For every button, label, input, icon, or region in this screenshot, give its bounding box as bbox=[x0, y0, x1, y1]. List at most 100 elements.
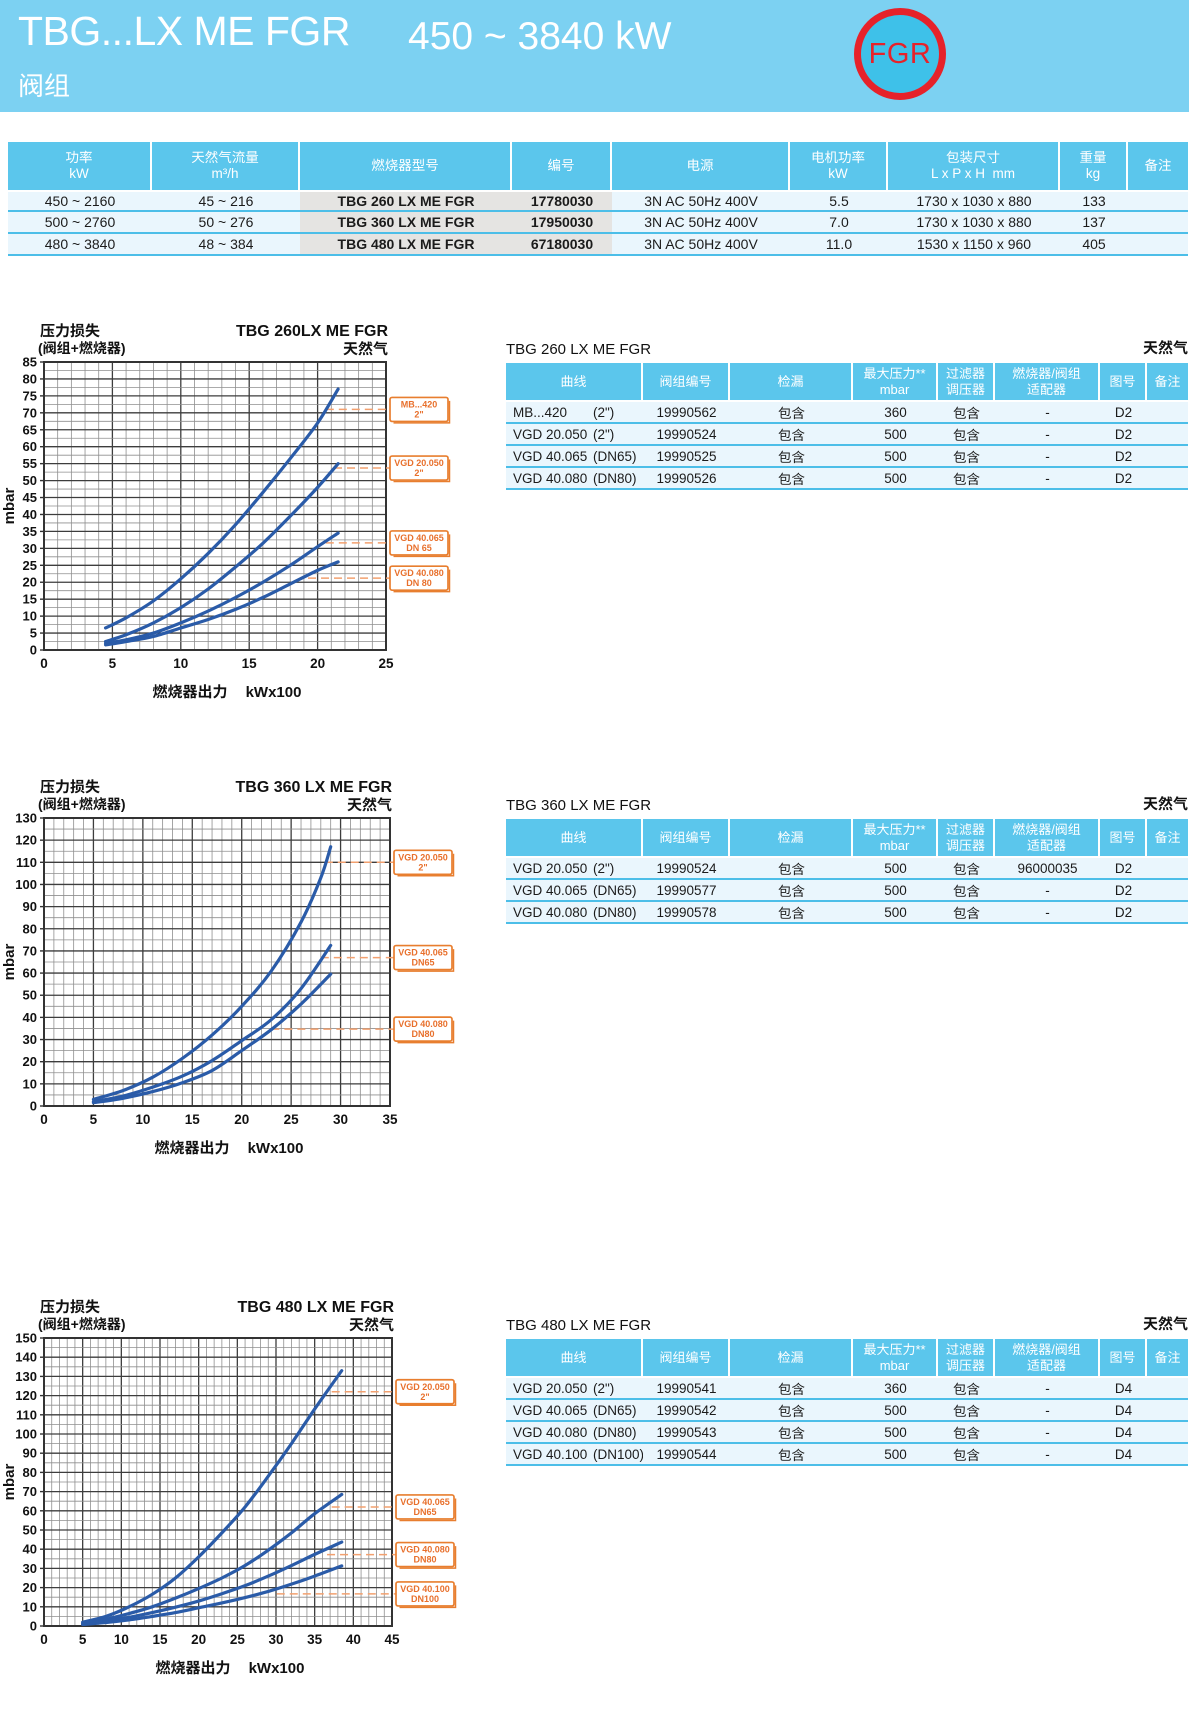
cell-leak: 包含 bbox=[730, 424, 853, 446]
cell-figure: D2 bbox=[1100, 446, 1147, 468]
x-axis-labels: 0 5 10 15 20 25 30 35 40 45 bbox=[40, 1632, 400, 1647]
cell-leak: 包含 bbox=[730, 446, 853, 468]
y-tick-label: 30 bbox=[23, 1561, 37, 1576]
cell-adapter: - bbox=[995, 880, 1100, 902]
cell-figure: D2 bbox=[1100, 880, 1147, 902]
callout-box bbox=[389, 455, 449, 481]
cell-curve: VGD 40.065 (DN65) bbox=[506, 880, 643, 902]
cell-adapter: - bbox=[995, 468, 1100, 490]
spec-cell-power: 480 ~ 3840 bbox=[8, 234, 152, 256]
cell-filter: 包含 bbox=[938, 1376, 995, 1400]
cell-note bbox=[1147, 1400, 1188, 1422]
y-tick-label: 120 bbox=[15, 833, 37, 848]
cell-filter: 包含 bbox=[938, 1422, 995, 1444]
side-table-wrap-tbg260: TBG 260 LX ME FGR 天然气 曲线 阀组编号 检漏 最大压力** mbar 过滤… bbox=[506, 340, 1188, 490]
cell-adapter: 96000035 bbox=[995, 856, 1100, 880]
cell-leak: 包含 bbox=[730, 902, 853, 924]
y-tick-label: 0 bbox=[30, 1619, 37, 1634]
x-tick-label: 15 bbox=[152, 1632, 168, 1647]
spec-cell-model: TBG 480 LX ME FGR bbox=[300, 234, 512, 256]
cell-adapter: - bbox=[995, 902, 1100, 924]
cell-max_pressure: 500 bbox=[853, 446, 938, 468]
cell-figure: D4 bbox=[1100, 1422, 1147, 1444]
callout-size: DN80 bbox=[411, 1029, 434, 1039]
x-axis-labels: 0 5 10 15 20 25 30 35 bbox=[40, 1112, 398, 1127]
curve-name: VGD 40.100 bbox=[513, 1446, 588, 1462]
side-table-row: VGD 20.050 (2") 19990541 包含 360 包含 - D4 bbox=[506, 1376, 1188, 1400]
spec-table-row: 450 ~ 2160 45 ~ 216 TBG 260 LX ME FGR 17780… bbox=[8, 190, 1188, 212]
cell-filter: 包含 bbox=[938, 468, 995, 490]
x-tick-label: 35 bbox=[307, 1632, 323, 1647]
y-tick-label: 80 bbox=[23, 371, 37, 386]
callout-box-shadow bbox=[399, 1546, 457, 1569]
callout-name: VGD 40.100 bbox=[400, 1584, 450, 1594]
cell-note bbox=[1147, 856, 1188, 880]
y-tick-label: 55 bbox=[23, 456, 37, 471]
callout-name: VGD 40.065 bbox=[394, 533, 444, 543]
curve-size: (DN80) bbox=[593, 1424, 637, 1440]
side-table-body: MB...420 (2") 19990562 包含 360 包含 - D2 VGD 20.050… bbox=[506, 400, 1188, 490]
callout-size: DN100 bbox=[411, 1594, 439, 1604]
curve-name: VGD 20.050 bbox=[513, 1380, 588, 1396]
cell-filter: 包含 bbox=[938, 902, 995, 924]
chart-plot-border bbox=[43, 361, 387, 651]
spec-col-header: 燃烧器型号 bbox=[300, 142, 512, 190]
y-tick-label: 50 bbox=[23, 473, 37, 488]
cell-curve: VGD 40.065 (DN65) bbox=[506, 446, 643, 468]
cell-filter: 包含 bbox=[938, 1400, 995, 1422]
x-tick-label: 0 bbox=[40, 656, 48, 671]
cell-adapter: - bbox=[995, 1444, 1100, 1466]
x-tick-label: 5 bbox=[90, 1112, 98, 1127]
callout-size: DN65 bbox=[411, 958, 434, 968]
curve-name: VGD 40.065 bbox=[513, 448, 588, 464]
callout-box-shadow bbox=[399, 1383, 457, 1407]
y-tick-label: 25 bbox=[23, 558, 37, 573]
cell-code: 19990525 bbox=[643, 446, 730, 468]
cell-filter: 包含 bbox=[938, 446, 995, 468]
y-tick-label: 30 bbox=[23, 541, 37, 556]
callout-box-shadow bbox=[393, 569, 451, 593]
side-col-header: 图号 bbox=[1100, 1339, 1147, 1376]
spec-cell-motor: 5.5 bbox=[790, 190, 888, 212]
callout-box bbox=[393, 944, 453, 971]
cell-max_pressure: 360 bbox=[853, 1376, 938, 1400]
side-table-gas-label: 天然气 bbox=[1142, 340, 1188, 357]
y-tick-label: 100 bbox=[15, 1427, 37, 1442]
callout-box-shadow bbox=[397, 949, 455, 972]
cell-note bbox=[1147, 880, 1188, 902]
y-tick-label: 80 bbox=[23, 1465, 37, 1480]
callout-name: VGD 20.050 bbox=[398, 852, 448, 862]
y-tick-label: 90 bbox=[23, 899, 37, 914]
spec-table-row: 480 ~ 3840 48 ~ 384 TBG 480 LX ME FGR 67180… bbox=[8, 234, 1188, 256]
spec-cell-power: 500 ~ 2760 bbox=[8, 212, 152, 234]
cell-note bbox=[1147, 400, 1188, 424]
chart-ylabel-sub: (阀组+燃烧器) bbox=[38, 340, 126, 356]
y-tick-label: 10 bbox=[23, 609, 37, 624]
cell-filter: 包含 bbox=[938, 856, 995, 880]
spec-cell-power: 450 ~ 2160 bbox=[8, 190, 152, 212]
side-col-header: 曲线 bbox=[506, 363, 643, 400]
cell-filter: 包含 bbox=[938, 1444, 995, 1466]
y-tick-label: 40 bbox=[23, 1542, 37, 1557]
callout-name: VGD 20.050 bbox=[394, 458, 444, 468]
y-tick-label: 70 bbox=[23, 1484, 37, 1499]
spec-cell-note bbox=[1128, 212, 1188, 234]
callout-box-shadow bbox=[393, 459, 451, 483]
chart-title: TBG 260LX ME FGR bbox=[236, 323, 388, 340]
curve-size: (DN100) bbox=[593, 1446, 643, 1462]
chart-title: TBG 480 LX ME FGR bbox=[238, 1299, 395, 1316]
y-tick-label: 80 bbox=[23, 921, 37, 936]
cell-figure: D2 bbox=[1100, 400, 1147, 424]
fgr-badge-label: FGR bbox=[868, 37, 932, 70]
section-tbg480: 0 10 20 30 40 50 60 70 80 90 100 110 120 130 140 150 0 5 1… bbox=[0, 1296, 1198, 1698]
callout-name: MB...420 bbox=[401, 399, 438, 409]
y-tick-label: 140 bbox=[15, 1350, 37, 1365]
curve-name: VGD 20.050 bbox=[513, 426, 588, 442]
cell-code: 19990544 bbox=[643, 1444, 730, 1466]
y-tick-label: 100 bbox=[15, 877, 37, 892]
callout-box-shadow bbox=[397, 1020, 455, 1044]
curve-name: VGD 40.065 bbox=[513, 882, 588, 898]
side-table-head: 曲线 阀组编号 检漏 最大压力** mbar 过滤器 调压器 燃烧器/阀组 适配器 图号 备注 bbox=[506, 1339, 1188, 1376]
side-table-row: VGD 40.080 (DN80) 19990543 包含 500 包含 - D4 bbox=[506, 1422, 1188, 1444]
side-table-titlebar: TBG 360 LX ME FGR 天然气 bbox=[506, 796, 1188, 814]
